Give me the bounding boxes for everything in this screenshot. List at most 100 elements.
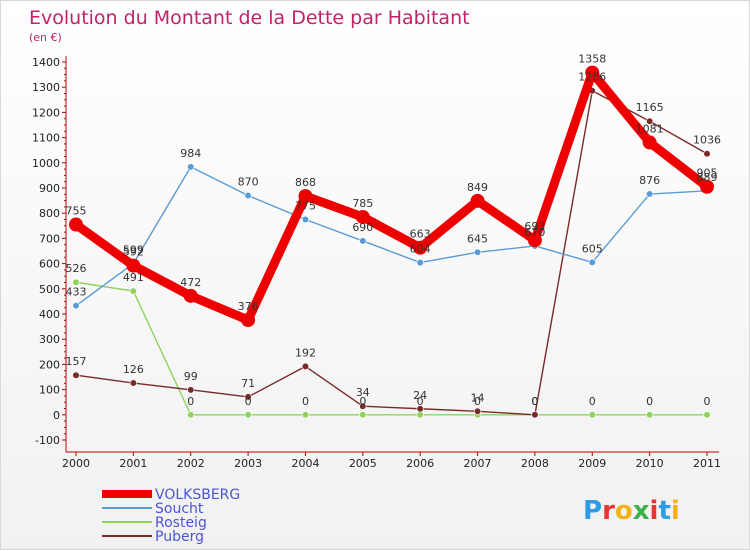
y-tick-label: 500 — [39, 283, 60, 296]
data-label: 1036 — [693, 134, 721, 147]
data-label: 0 — [245, 395, 252, 408]
data-point — [298, 189, 313, 204]
data-point — [244, 393, 252, 401]
data-label: 526 — [66, 262, 87, 275]
logo-letter: o — [615, 496, 633, 526]
data-label: 472 — [180, 276, 201, 289]
series-line-soucht — [75, 166, 708, 307]
x-tick-label: 2003 — [234, 457, 262, 470]
data-point — [187, 386, 195, 394]
data-label: 876 — [639, 174, 660, 187]
data-point — [129, 287, 137, 295]
data-point — [700, 179, 714, 194]
data-label: 433 — [66, 286, 87, 299]
data-point — [359, 411, 367, 419]
data-point — [183, 288, 198, 303]
y-tick-label: 100 — [39, 384, 60, 397]
logo-letter: i — [671, 496, 680, 526]
data-point — [416, 411, 424, 419]
data-label: 99 — [184, 370, 198, 383]
x-tick-label: 2005 — [349, 457, 377, 470]
x-tick-label: 2008 — [521, 457, 549, 470]
data-label: 693 — [524, 220, 545, 233]
series-line-volksberg — [71, 68, 712, 325]
data-point — [72, 278, 80, 286]
chart-subtitle: (en €) — [29, 31, 62, 44]
data-label: 1358 — [578, 53, 606, 66]
x-tick-label: 2011 — [693, 457, 721, 470]
logo-letter: P — [583, 496, 602, 526]
x-tick-label: 2002 — [177, 457, 205, 470]
y-tick-label: 1100 — [32, 132, 60, 145]
series-line-rosteig — [75, 281, 708, 416]
data-label: 604 — [410, 243, 431, 256]
data-point — [703, 411, 711, 419]
x-tick-label: 2004 — [291, 457, 319, 470]
data-point — [646, 190, 654, 198]
logo-letter: i — [650, 496, 659, 526]
data-point — [588, 258, 596, 266]
series-layer — [69, 65, 714, 419]
data-point — [646, 411, 654, 419]
y-tick-label: -100 — [35, 434, 60, 447]
data-point — [703, 150, 711, 158]
x-tick-label: 2010 — [636, 457, 664, 470]
data-point — [413, 240, 428, 255]
legend-label-volksberg: VOLKSBERG — [155, 487, 240, 503]
data-label: 0 — [531, 395, 538, 408]
y-tick-label: 800 — [39, 207, 60, 220]
data-label: 0 — [359, 395, 366, 408]
x-tick-label: 2009 — [578, 457, 606, 470]
data-point — [646, 117, 654, 125]
data-point — [241, 313, 256, 328]
data-label: 670 — [524, 226, 545, 239]
data-point — [359, 237, 367, 245]
x-tick-label: 2001 — [119, 457, 147, 470]
axes: -100010020030040050060070080090010001100… — [32, 56, 721, 470]
data-label: 663 — [410, 228, 431, 241]
data-label: 1165 — [636, 101, 664, 114]
data-point — [473, 407, 482, 415]
data-label: 785 — [352, 197, 373, 210]
y-tick-label: 900 — [39, 182, 60, 195]
data-point — [642, 135, 657, 150]
data-point — [359, 402, 367, 410]
data-point — [531, 411, 539, 419]
data-label: 599 — [123, 244, 144, 257]
data-point — [585, 65, 600, 80]
data-label: 376 — [238, 300, 259, 313]
data-label: 14 — [471, 391, 485, 404]
proxiti-logo: Proxiti — [583, 496, 680, 526]
legend-label-puberg: Puberg — [155, 529, 204, 545]
data-point — [72, 371, 80, 379]
data-label: 0 — [302, 395, 309, 408]
y-tick-label: 0 — [53, 409, 60, 422]
data-point — [187, 163, 195, 171]
logo-letter: x — [633, 496, 650, 526]
data-label: 870 — [238, 176, 259, 189]
data-label: 592 — [123, 246, 144, 259]
x-tick-label: 2006 — [406, 457, 434, 470]
data-label: 1286 — [578, 71, 606, 84]
data-label: 34 — [356, 386, 370, 399]
y-tick-label: 600 — [39, 258, 60, 271]
data-label: 984 — [180, 147, 201, 160]
legend-label-rosteig: Rosteig — [155, 515, 207, 531]
data-point — [416, 258, 424, 267]
series-line-puberg — [75, 90, 708, 416]
data-label: 775 — [295, 200, 316, 213]
x-tick-label: 2000 — [62, 457, 90, 470]
data-point — [129, 379, 137, 387]
data-label: 0 — [417, 395, 424, 408]
data-point — [470, 193, 485, 208]
logo-letter: r — [602, 496, 615, 526]
data-label: 24 — [413, 389, 427, 402]
data-label: 0 — [646, 395, 653, 408]
data-label: 192 — [295, 346, 316, 359]
data-label: 645 — [467, 232, 488, 245]
data-point — [126, 258, 141, 273]
data-point — [69, 217, 83, 232]
data-label: 71 — [241, 377, 255, 390]
